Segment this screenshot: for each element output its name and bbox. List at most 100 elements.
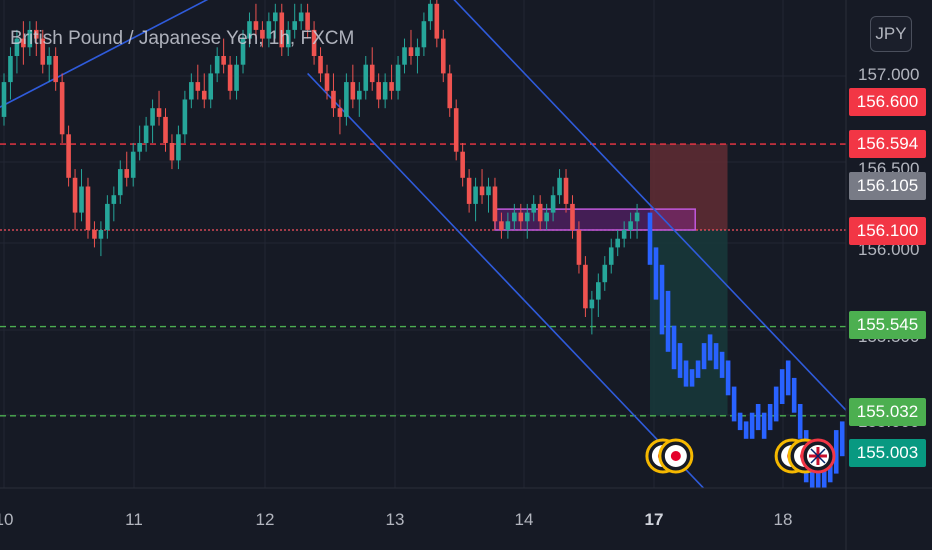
candle-body bbox=[66, 134, 71, 178]
candle-body bbox=[634, 212, 640, 222]
time-axis-tick: 12 bbox=[255, 510, 275, 529]
projection-bar bbox=[743, 421, 749, 439]
candle-body bbox=[234, 64, 239, 91]
candle-body bbox=[440, 38, 446, 74]
candle-body bbox=[169, 143, 175, 161]
candle-body bbox=[434, 3, 440, 39]
candle-body bbox=[628, 221, 633, 230]
candle-body bbox=[402, 47, 407, 65]
candle-body bbox=[524, 212, 530, 222]
projection-bar bbox=[653, 247, 659, 300]
time-axis-tick: 14 bbox=[514, 510, 534, 529]
candle-body bbox=[447, 73, 453, 109]
time-axis-tick: 18 bbox=[773, 510, 793, 529]
channel-trendline bbox=[453, 0, 846, 412]
candle-body bbox=[466, 177, 472, 204]
candle-body bbox=[550, 195, 556, 213]
candle-body bbox=[615, 238, 620, 248]
candle-body bbox=[156, 108, 162, 117]
candle-body bbox=[563, 177, 569, 204]
flag-dot bbox=[670, 451, 681, 461]
candle-body bbox=[421, 21, 427, 48]
candle-body bbox=[130, 151, 136, 178]
candle-body bbox=[602, 264, 608, 283]
candle-body bbox=[292, 21, 297, 30]
projection-bar bbox=[749, 412, 755, 439]
candle-body bbox=[111, 195, 117, 204]
candle-body bbox=[395, 64, 401, 91]
flag-stripe bbox=[810, 448, 826, 464]
projection-bar bbox=[779, 369, 785, 404]
candle-body bbox=[195, 82, 201, 91]
candle-body bbox=[305, 12, 310, 30]
price-badge-156600: 156.600 bbox=[849, 88, 926, 116]
candle-body bbox=[376, 82, 381, 100]
candle-body bbox=[92, 230, 97, 239]
candle-body bbox=[201, 90, 207, 100]
projection-bar bbox=[647, 212, 653, 265]
candle-body bbox=[40, 38, 46, 65]
projection-bar bbox=[839, 421, 845, 457]
candle-body bbox=[227, 64, 233, 91]
candle-body bbox=[369, 64, 375, 83]
candle-body bbox=[21, 38, 26, 48]
price-badge-projection-end: 155.003 bbox=[849, 439, 926, 467]
candle-body bbox=[408, 47, 414, 56]
time-axis-tick: 13 bbox=[385, 510, 405, 529]
price-badge-target-one: 155.545 bbox=[849, 311, 926, 339]
candle-body bbox=[214, 56, 220, 74]
candle-body bbox=[298, 12, 304, 22]
candle-body bbox=[428, 3, 433, 22]
price-badge-target-two: 155.032 bbox=[849, 398, 926, 426]
candle-body bbox=[583, 264, 588, 309]
time-axis-tick: 11 bbox=[125, 510, 143, 529]
channel-trendline bbox=[307, 72, 705, 488]
candle-body bbox=[117, 169, 123, 196]
projection-bar bbox=[719, 351, 725, 378]
candle-body bbox=[415, 47, 420, 56]
candle-body bbox=[105, 203, 110, 230]
candle-body bbox=[182, 99, 188, 135]
candle-body bbox=[253, 21, 259, 30]
candle-body bbox=[537, 203, 543, 222]
projection-bar bbox=[785, 360, 791, 396]
candle-body bbox=[518, 212, 524, 222]
candle-body bbox=[247, 21, 252, 39]
price-badge-entry-level: 156.100 bbox=[849, 217, 926, 245]
candle-body bbox=[389, 82, 394, 91]
candle-body bbox=[150, 108, 155, 126]
candle-body bbox=[505, 221, 511, 230]
candle-body bbox=[324, 73, 330, 91]
currency-button[interactable]: JPY bbox=[870, 16, 912, 52]
candle-body bbox=[279, 12, 285, 48]
projection-bar bbox=[665, 290, 671, 352]
candle-body bbox=[311, 29, 317, 56]
projection-bar bbox=[833, 430, 839, 474]
time-axis-tick: 17 bbox=[644, 510, 664, 529]
projection-bar bbox=[737, 412, 743, 431]
candle-body bbox=[318, 56, 323, 74]
channel-trendline bbox=[0, 0, 209, 108]
candle-body bbox=[331, 90, 336, 109]
candle-body bbox=[382, 82, 388, 100]
candle-body bbox=[350, 82, 356, 100]
candle-body bbox=[357, 90, 362, 100]
candle-body bbox=[266, 21, 272, 39]
candle-body bbox=[492, 186, 498, 222]
candle-body bbox=[143, 125, 149, 143]
price-badge-last-price: 156.105 bbox=[849, 172, 926, 200]
projection-bar bbox=[683, 360, 689, 387]
candle-body bbox=[589, 299, 595, 309]
projection-bar bbox=[725, 360, 731, 396]
candle-body bbox=[53, 56, 58, 83]
price-badge-stop-level: 156.594 bbox=[849, 130, 926, 158]
projection-bar bbox=[773, 386, 779, 422]
candle-body bbox=[344, 82, 349, 117]
projection-bar bbox=[707, 334, 713, 361]
candle-body bbox=[34, 29, 39, 39]
stop-loss-zone bbox=[650, 144, 728, 230]
candle-body bbox=[59, 82, 65, 135]
candle-body bbox=[14, 38, 20, 56]
